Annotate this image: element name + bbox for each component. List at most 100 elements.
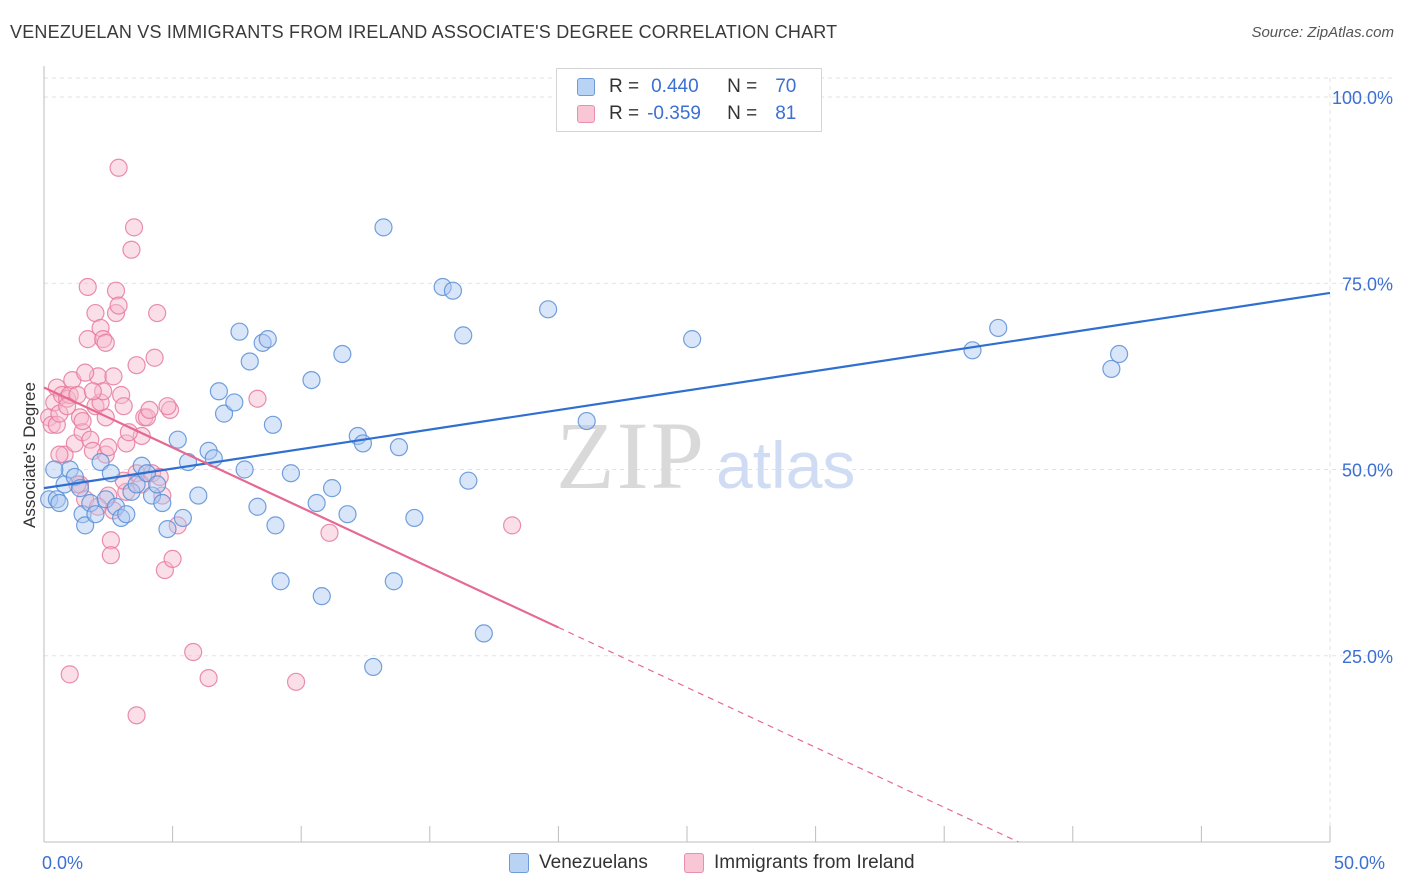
legend-n-label: N =: [727, 103, 758, 124]
legend-row-venezuelans: R = 0.440 N = 70: [577, 75, 796, 99]
ireland-point: [286, 672, 306, 691]
venezuelan-point: [81, 493, 100, 513]
ireland-point: [163, 549, 182, 569]
ireland-point: [81, 430, 100, 449]
ireland-point: [320, 523, 339, 542]
venezuelan-point: [248, 497, 267, 516]
correlation-legend: R = 0.440 N = 70 R = -0.359 N = 81: [556, 68, 822, 132]
ireland-point: [122, 240, 141, 259]
source-credit: Source: ZipAtlas.com: [1251, 24, 1394, 41]
ireland-point: [106, 303, 126, 323]
venezuelan-point: [96, 490, 115, 509]
venezuelan-point: [683, 330, 702, 349]
ireland-point: [76, 363, 95, 382]
ireland-point: [127, 356, 146, 375]
legend-swatch-pink: [684, 853, 704, 873]
ireland-point: [124, 218, 144, 237]
watermark-zip: ZIP: [556, 402, 706, 509]
venezuelan-point: [443, 281, 463, 300]
watermark-atlas: atlas: [716, 428, 855, 502]
ireland-point: [99, 438, 118, 457]
venezuelan-point: [459, 471, 478, 490]
venezuelan-point: [158, 519, 177, 539]
venezuelan-point: [364, 657, 383, 677]
venezuelan-point: [302, 371, 321, 390]
legend-r-value: 0.440: [651, 76, 699, 97]
venezuelan-point: [148, 475, 167, 494]
legend-label-venezuelans: Venezuelans: [539, 852, 648, 873]
ireland-point: [114, 397, 133, 416]
legend-r-label: R =: [609, 76, 640, 97]
venezuelan-point: [263, 415, 283, 434]
venezuelan-point: [433, 277, 452, 297]
venezuelan-point: [405, 508, 424, 528]
venezuelan-point: [142, 486, 162, 505]
ireland-point: [158, 397, 177, 416]
venezuelan-point: [173, 508, 192, 528]
ireland-point: [78, 330, 97, 349]
ireland-point: [73, 411, 92, 431]
y-tick-label: 75.0%: [1342, 274, 1393, 294]
y-tick-label: 50.0%: [1342, 461, 1393, 481]
watermark: ZIP atlas: [556, 402, 855, 509]
venezuelan-point: [40, 490, 59, 509]
legend-label-ireland: Immigrants from Ireland: [714, 852, 915, 873]
legend-n-label: N =: [727, 76, 758, 97]
venezuelan-point: [106, 497, 126, 516]
venezuelan-point: [384, 572, 403, 591]
ireland-point: [78, 277, 97, 297]
venezuelan-point: [353, 434, 373, 453]
ireland-point: [112, 385, 131, 405]
venezuelan-point: [539, 300, 558, 319]
venezuelan-point: [86, 505, 105, 524]
ireland-point: [47, 415, 66, 434]
venezuelan-point: [50, 493, 69, 513]
venezuelan-point: [214, 404, 234, 423]
ireland-point: [83, 382, 102, 401]
ireland-point: [109, 296, 128, 315]
ireland-point: [137, 408, 156, 427]
ireland-point: [199, 668, 218, 688]
ireland-point: [145, 348, 164, 367]
legend-r-value: -0.359: [647, 103, 701, 124]
venezuelan-point: [374, 218, 393, 237]
y-tick-label: 25.0%: [1342, 647, 1393, 667]
ireland-point: [184, 642, 203, 662]
ireland-point: [101, 531, 120, 550]
venezuelan-point: [989, 318, 1008, 338]
legend-item-ireland: Immigrants from Ireland: [684, 852, 915, 874]
venezuelan-point: [235, 460, 254, 479]
legend-swatch-pink: [577, 105, 595, 123]
ireland-point: [153, 486, 172, 505]
ireland-trend-line: [43, 386, 559, 629]
venezuelan-point: [1102, 359, 1121, 379]
ireland-point: [503, 516, 522, 535]
axes: [43, 66, 1331, 843]
venezuelan-point: [209, 382, 228, 401]
venezuelan-point: [266, 516, 285, 535]
venezuelan-point: [281, 464, 301, 483]
venezuelan-point: [91, 452, 110, 472]
ireland-point: [140, 400, 159, 419]
venezuelan-point: [271, 572, 290, 591]
series-ireland-points: [40, 158, 522, 725]
legend-swatch-blue: [577, 78, 595, 96]
ireland-point: [109, 158, 128, 177]
venezuelan-point: [240, 352, 259, 371]
venezuelan-point: [45, 460, 64, 479]
venezuelan-point: [258, 330, 277, 349]
x-tick-min: 0.0%: [42, 853, 84, 873]
ireland-point: [148, 303, 167, 323]
ireland-point: [50, 404, 69, 423]
ireland-point: [248, 389, 267, 408]
venezuelan-point: [312, 587, 331, 606]
venezuelan-point: [189, 486, 208, 505]
series-venezuelans-points: [40, 218, 1129, 677]
ireland-point: [132, 475, 151, 494]
venezuelan-point: [474, 624, 493, 643]
ireland-point: [106, 281, 126, 300]
venezuelan-point: [230, 322, 249, 341]
venezuelan-point: [577, 411, 596, 431]
x-tick-max: 50.0%: [1334, 853, 1386, 873]
